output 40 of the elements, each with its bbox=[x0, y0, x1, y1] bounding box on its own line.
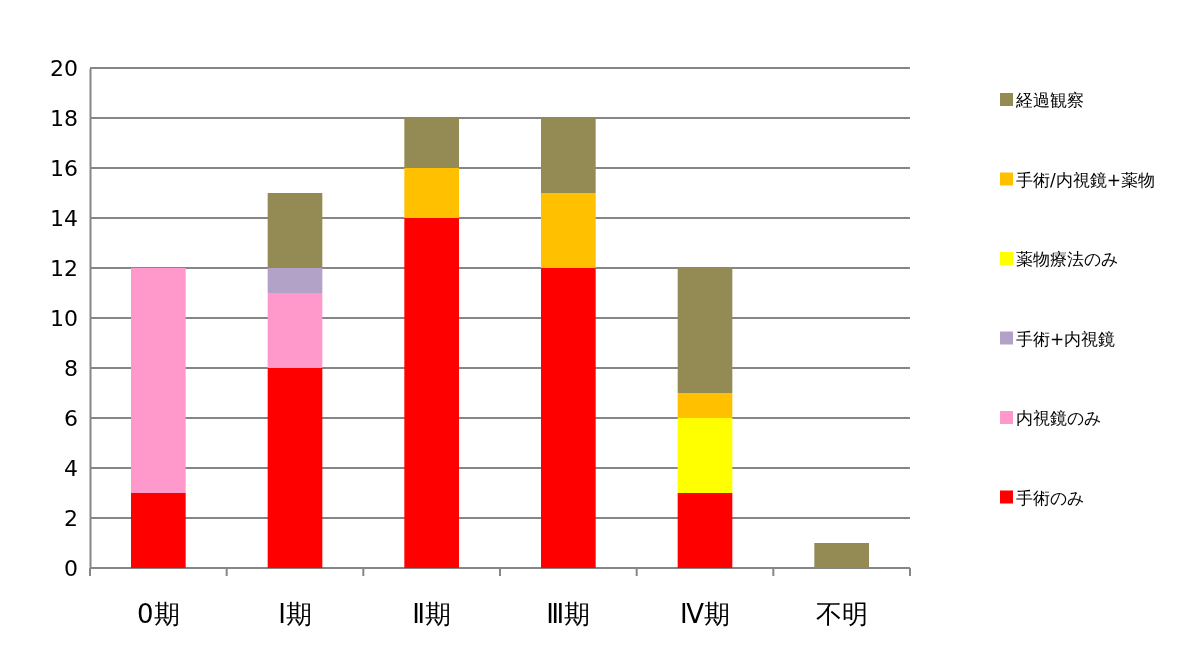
bar bbox=[677, 418, 733, 493]
legend-label: 経過観察 bbox=[1015, 90, 1084, 110]
x-tick-label: Ⅱ期 bbox=[412, 599, 452, 629]
bar bbox=[541, 193, 596, 268]
legend-label: 薬物療法のみ bbox=[1016, 249, 1118, 269]
y-tick-label: 20 bbox=[50, 55, 78, 81]
x-tick-label: 0期 bbox=[137, 599, 180, 629]
y-tick-label: 6 bbox=[64, 405, 78, 431]
y-tick-label: 2 bbox=[64, 505, 78, 531]
bar bbox=[677, 493, 733, 568]
bar bbox=[814, 543, 869, 568]
bar bbox=[677, 393, 733, 418]
x-tick-label: Ⅲ期 bbox=[546, 599, 591, 629]
bar bbox=[404, 118, 459, 168]
bar bbox=[267, 193, 323, 268]
y-tick-label: 10 bbox=[50, 305, 78, 331]
legend-label: 内視鏡のみ bbox=[1016, 408, 1101, 428]
bar bbox=[541, 268, 596, 568]
y-tick-label: 8 bbox=[64, 355, 78, 381]
y-tick-label: 0 bbox=[64, 555, 78, 581]
bar bbox=[267, 368, 323, 568]
y-tick-label: 12 bbox=[50, 255, 78, 281]
x-tick-label: Ⅰ期 bbox=[278, 599, 312, 629]
legend-label: 手術のみ bbox=[1016, 487, 1084, 508]
bar bbox=[677, 268, 733, 393]
bar bbox=[404, 168, 459, 218]
bar bbox=[267, 293, 323, 368]
legend-label: 手術/内視鏡+薬物 bbox=[1016, 169, 1155, 190]
bar bbox=[267, 268, 323, 293]
y-tick-label: 14 bbox=[50, 205, 78, 231]
y-tick-label: 4 bbox=[64, 455, 78, 481]
legend-label: 手術+内視鏡 bbox=[1016, 328, 1116, 349]
y-tick-label: 16 bbox=[50, 155, 78, 181]
bar bbox=[131, 268, 186, 493]
y-tick-label: 18 bbox=[50, 105, 78, 131]
bar bbox=[541, 118, 596, 193]
bar bbox=[131, 493, 186, 568]
x-tick-label: 不明 bbox=[815, 599, 868, 629]
bar bbox=[404, 218, 459, 568]
x-tick-label: Ⅳ期 bbox=[680, 599, 730, 629]
